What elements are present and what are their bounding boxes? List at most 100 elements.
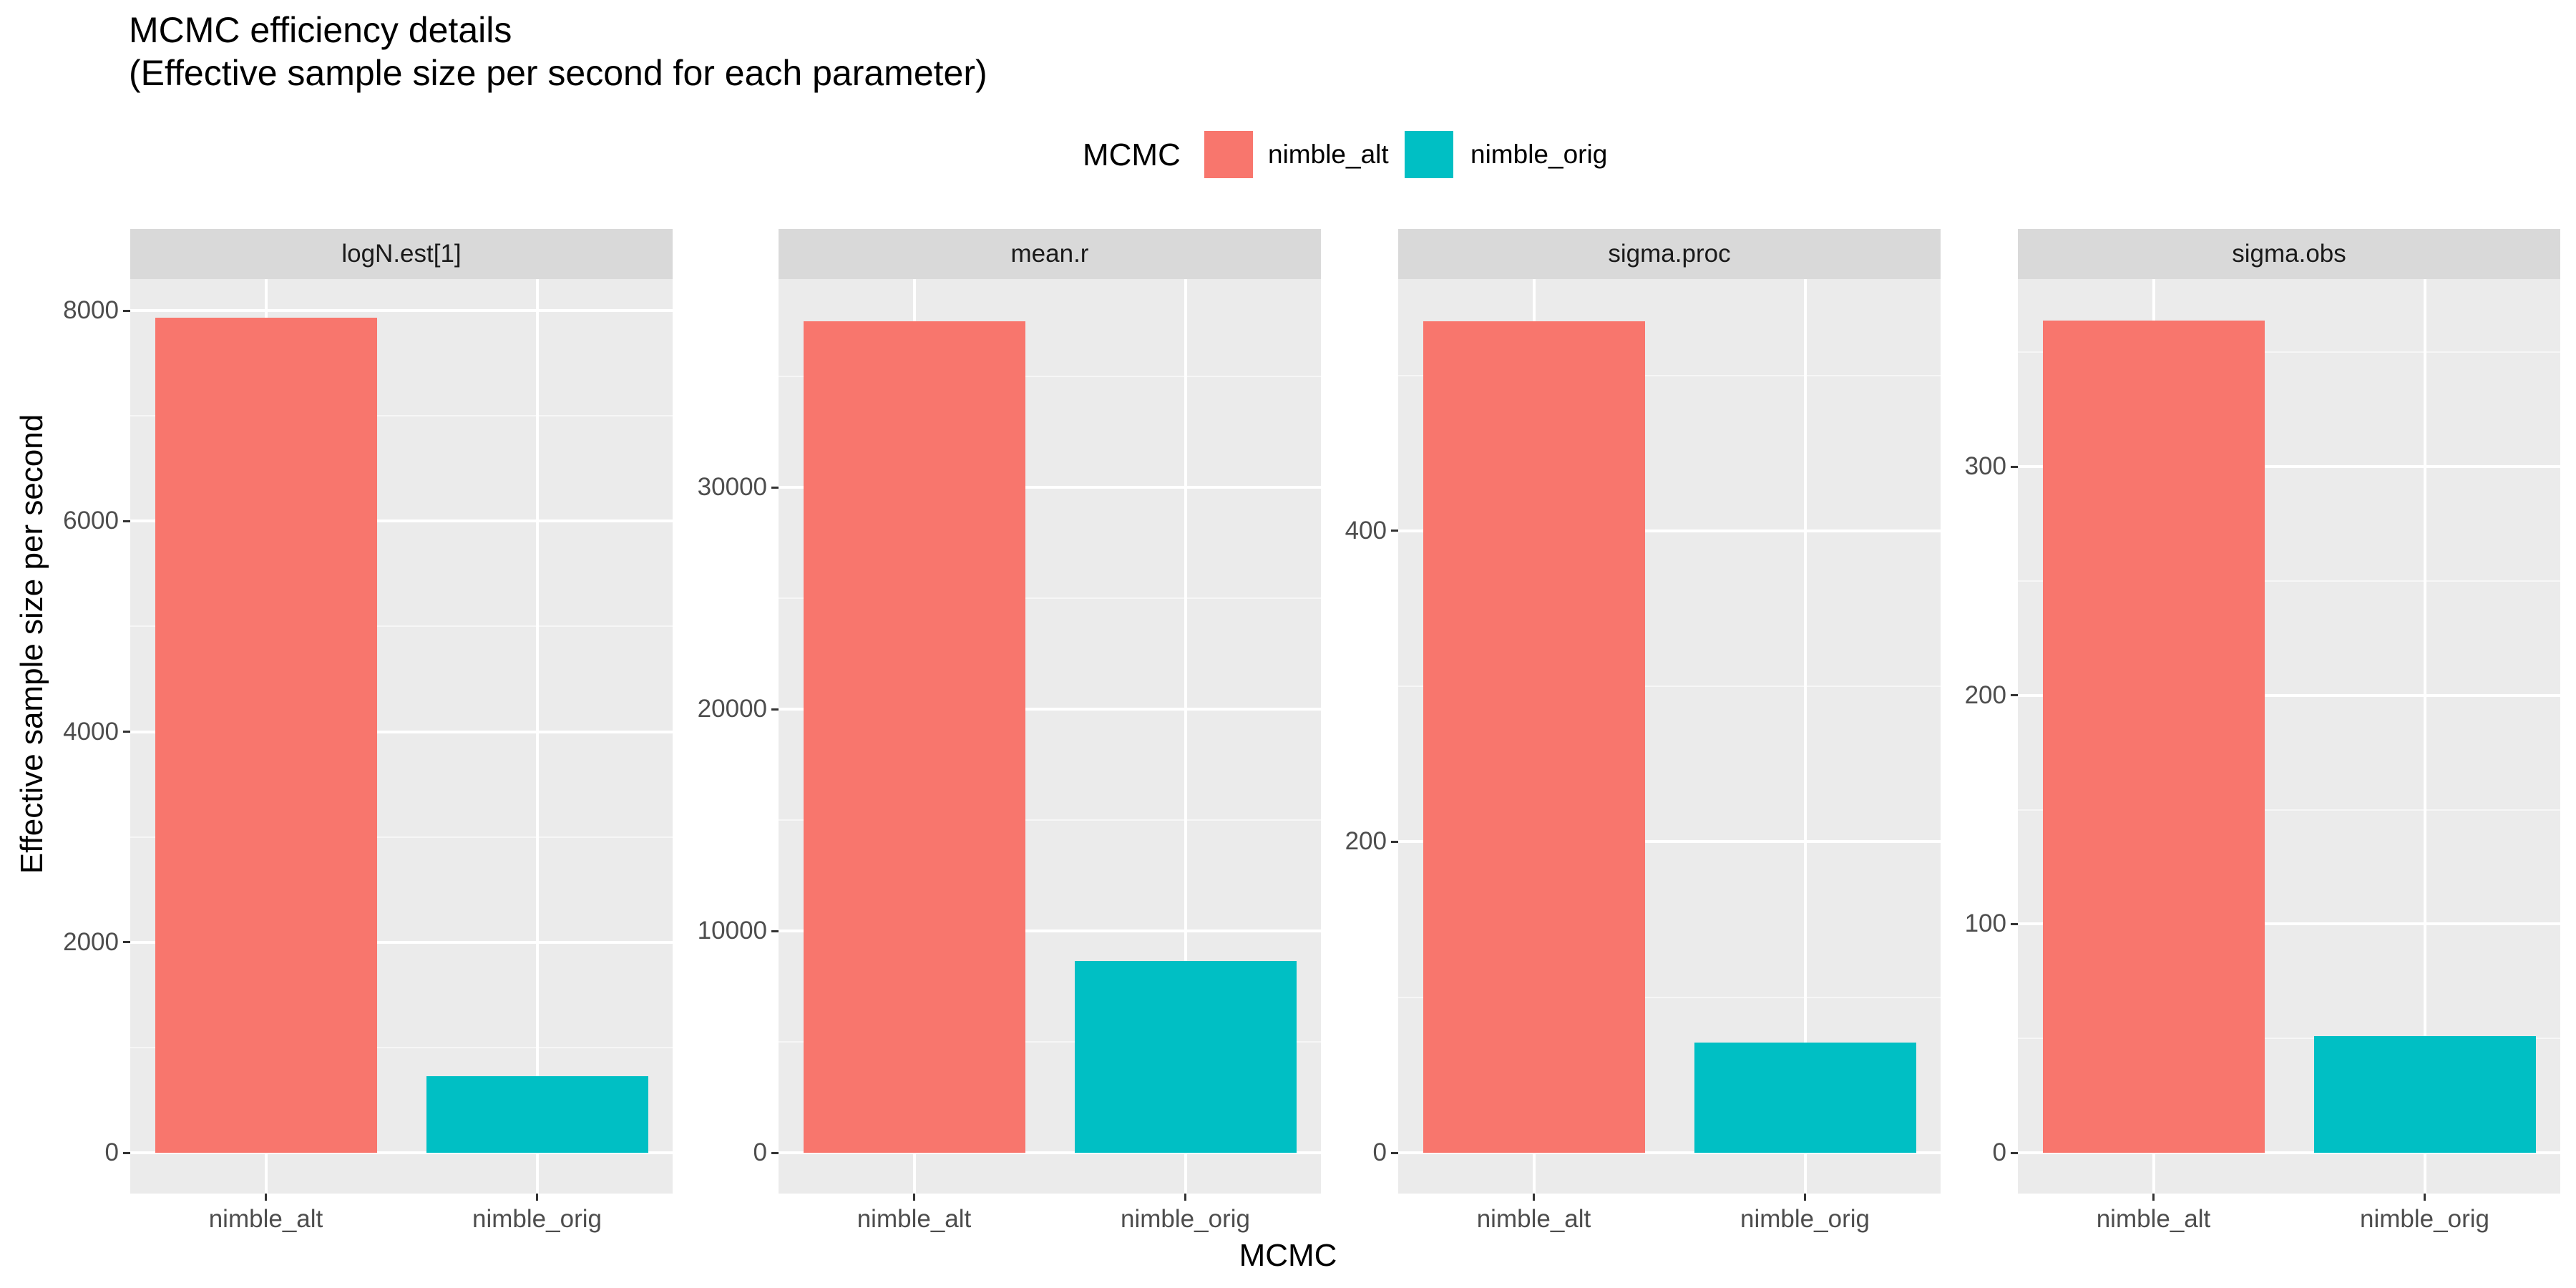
plot-area — [2018, 279, 2560, 1194]
facet-panel-sigma-obs: sigma.obs — [2018, 229, 2560, 1194]
legend-label-nimble-orig: nimble_orig — [1470, 140, 1608, 169]
x-tick-label: nimble_alt — [1476, 1205, 1591, 1233]
y-tick-mark — [771, 1151, 779, 1154]
minor-gridline — [2018, 351, 2560, 353]
facet-panel-logn-est-1: logN.est[1] — [130, 229, 673, 1194]
y-tick-mark — [771, 486, 779, 489]
major-gridline — [1398, 529, 1941, 532]
bar-nimble-orig — [1694, 1042, 1916, 1153]
bar-nimble-alt — [1423, 321, 1645, 1153]
y-tick-label: 30000 — [697, 473, 767, 502]
major-gridline — [779, 930, 1321, 933]
vertical-gridline — [2423, 279, 2426, 1194]
minor-gridline — [1398, 996, 1941, 998]
legend-label-nimble-alt: nimble_alt — [1268, 140, 1389, 169]
major-gridline — [2018, 1151, 2560, 1154]
y-tick-mark — [2011, 1151, 2018, 1154]
minor-gridline — [779, 819, 1321, 821]
minor-gridline — [779, 1041, 1321, 1043]
y-tick-label: 100 — [1964, 909, 2006, 938]
bar-nimble-orig — [426, 1075, 648, 1153]
facet-strip-label: mean.r — [779, 229, 1321, 279]
minor-gridline — [2018, 809, 2560, 811]
x-tick-label: nimble_alt — [208, 1205, 323, 1233]
minor-gridline — [130, 625, 673, 628]
x-tick-mark — [1184, 1194, 1186, 1201]
y-tick-label: 0 — [753, 1138, 767, 1166]
y-tick-label: 20000 — [697, 695, 767, 723]
bar-nimble-orig — [2313, 1035, 2536, 1153]
legend-key-nimble-alt — [1204, 131, 1253, 178]
major-gridline — [2018, 922, 2560, 926]
major-gridline — [130, 1151, 673, 1154]
facet-strip-label: logN.est[1] — [130, 229, 673, 279]
major-gridline — [130, 730, 673, 733]
x-tick-mark — [1804, 1194, 1806, 1201]
facet-panel-sigma-proc: sigma.proc — [1398, 229, 1941, 1194]
x-tick-mark — [536, 1194, 538, 1201]
x-tick-label: nimble_orig — [2360, 1205, 2489, 1233]
x-tick-mark — [2152, 1194, 2155, 1201]
x-tick-label: nimble_orig — [1121, 1205, 1250, 1233]
minor-gridline — [2018, 580, 2560, 582]
legend-title: MCMC — [1083, 137, 1181, 172]
y-tick-label: 0 — [104, 1138, 119, 1166]
vertical-gridline — [535, 279, 539, 1194]
plot-area — [1398, 279, 1941, 1194]
major-gridline — [1398, 840, 1941, 844]
y-tick-label: 8000 — [63, 296, 119, 325]
bar-nimble-alt — [155, 318, 377, 1153]
y-tick-label: 0 — [1372, 1138, 1387, 1166]
major-gridline — [130, 940, 673, 944]
x-tick-label: nimble_orig — [1740, 1205, 1870, 1233]
major-gridline — [130, 309, 673, 313]
y-tick-label: 300 — [1964, 452, 2006, 481]
major-gridline — [2018, 693, 2560, 697]
y-tick-label: 0 — [1992, 1138, 2006, 1166]
y-tick-mark — [1391, 840, 1398, 843]
y-tick-mark — [771, 930, 779, 932]
y-tick-mark — [2011, 922, 2018, 925]
minor-gridline — [1398, 686, 1941, 688]
plot-area — [779, 279, 1321, 1194]
minor-gridline — [2018, 1038, 2560, 1040]
y-tick-mark — [2011, 694, 2018, 697]
y-tick-mark — [1391, 530, 1398, 532]
x-tick-mark — [1533, 1194, 1535, 1201]
major-gridline — [130, 519, 673, 523]
x-tick-mark — [913, 1194, 915, 1201]
y-tick-label: 4000 — [63, 717, 119, 746]
plot-area — [130, 279, 673, 1194]
vertical-gridline — [1803, 279, 1807, 1194]
minor-gridline — [130, 415, 673, 417]
facet-strip-label: sigma.proc — [1398, 229, 1941, 279]
major-gridline — [779, 1151, 1321, 1154]
y-tick-mark — [123, 731, 130, 733]
x-tick-label: nimble_orig — [472, 1205, 602, 1233]
major-gridline — [2018, 465, 2560, 469]
minor-gridline — [130, 836, 673, 838]
y-tick-label: 400 — [1345, 516, 1387, 545]
x-tick-label: nimble_alt — [2096, 1205, 2211, 1233]
bar-nimble-alt — [2042, 320, 2265, 1153]
minor-gridline — [779, 597, 1321, 600]
y-tick-label: 2000 — [63, 927, 119, 956]
facet-strip-label: sigma.obs — [2018, 229, 2560, 279]
y-tick-label: 200 — [1964, 680, 2006, 709]
x-tick-label: nimble_alt — [857, 1205, 972, 1233]
y-tick-label: 10000 — [697, 917, 767, 945]
x-axis-label: MCMC — [1239, 1238, 1337, 1273]
minor-gridline — [1398, 374, 1941, 376]
facet-panel-mean-r: mean.r — [779, 229, 1321, 1194]
y-tick-mark — [123, 941, 130, 944]
y-tick-mark — [771, 708, 779, 711]
major-gridline — [779, 486, 1321, 489]
major-gridline — [779, 708, 1321, 711]
bar-nimble-orig — [1074, 960, 1297, 1153]
vertical-gridline — [1184, 279, 1187, 1194]
chart-subtitle: (Effective sample size per second for ea… — [129, 53, 987, 93]
legend: MCMC nimble_alt nimble_orig — [0, 129, 2576, 179]
y-tick-mark — [1391, 1151, 1398, 1154]
y-tick-label: 6000 — [63, 507, 119, 535]
minor-gridline — [779, 376, 1321, 378]
